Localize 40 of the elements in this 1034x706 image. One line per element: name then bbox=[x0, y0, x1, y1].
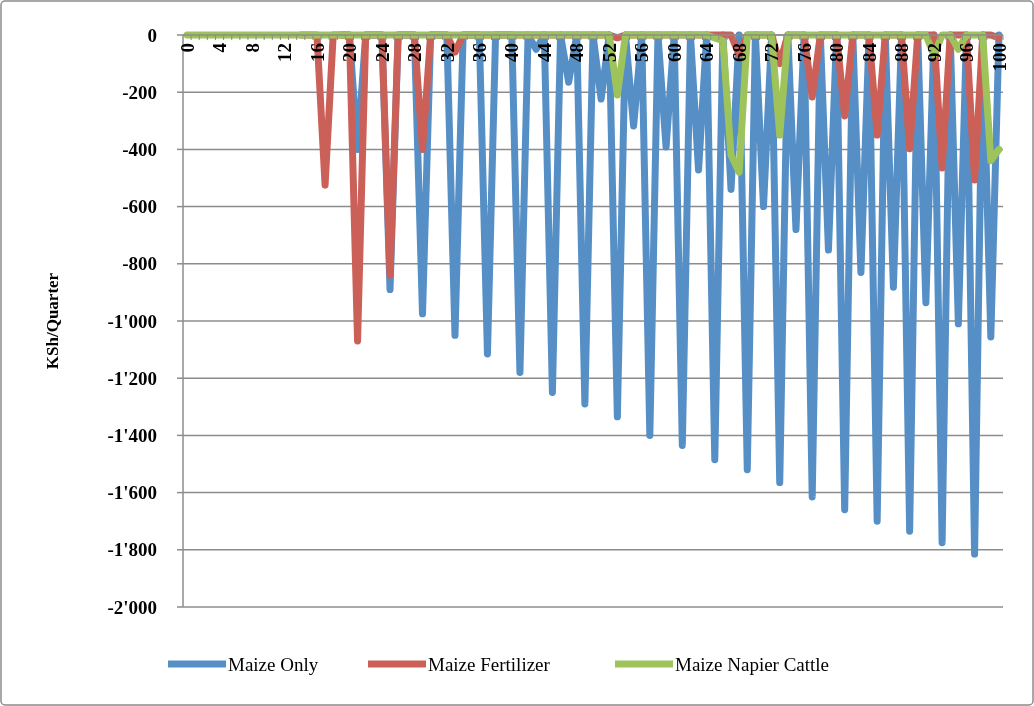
x-tick-label: 4 bbox=[209, 42, 231, 53]
x-tick-label: 80 bbox=[826, 43, 848, 62]
legend-label: Maize Only bbox=[228, 653, 319, 675]
x-tick-label: 28 bbox=[404, 43, 426, 62]
y-tick-label: -2'000 bbox=[107, 596, 157, 618]
x-tick-label: 48 bbox=[566, 43, 588, 62]
x-tick-label: 56 bbox=[631, 43, 653, 62]
x-tick-label: 68 bbox=[728, 43, 750, 62]
x-tick-label: 76 bbox=[793, 43, 815, 62]
y-tick-label: -800 bbox=[122, 253, 157, 275]
y-axis-title: KSh/Quarter bbox=[43, 272, 62, 370]
x-tick-label: 44 bbox=[533, 42, 555, 62]
y-tick-label: -1'000 bbox=[107, 310, 157, 332]
x-tick-label: 60 bbox=[663, 43, 685, 62]
y-tick-label: -1'400 bbox=[107, 425, 157, 447]
x-tick-label: 32 bbox=[436, 43, 458, 62]
x-tick-label: 12 bbox=[274, 43, 296, 62]
y-tick-label: -200 bbox=[122, 81, 157, 103]
y-tick-label: -1'200 bbox=[107, 367, 157, 389]
x-tick-label: 0 bbox=[176, 43, 198, 53]
x-tick-label: 84 bbox=[858, 42, 880, 62]
x-tick-label: 36 bbox=[468, 43, 490, 62]
legend-label: Maize Napier Cattle bbox=[675, 653, 830, 675]
x-tick-label: 52 bbox=[598, 43, 620, 62]
x-tick-label: 100 bbox=[988, 43, 1010, 72]
x-tick-label: 64 bbox=[696, 42, 718, 62]
x-tick-label: 72 bbox=[761, 43, 783, 62]
x-tick-label: 92 bbox=[923, 43, 945, 62]
x-tick-label: 24 bbox=[371, 42, 393, 62]
x-tick-label: 20 bbox=[339, 43, 361, 62]
y-tick-label: -1'600 bbox=[107, 482, 157, 504]
x-tick-label: 88 bbox=[891, 43, 913, 62]
x-tick-label: 96 bbox=[956, 43, 978, 62]
y-tick-label: -400 bbox=[122, 139, 157, 161]
y-tick-label: -1'800 bbox=[107, 539, 157, 561]
legend-label: Maize Fertilizer bbox=[428, 653, 551, 675]
x-tick-label: 40 bbox=[501, 43, 523, 62]
x-tick-label: 8 bbox=[241, 43, 263, 53]
y-tick-label: -600 bbox=[122, 196, 157, 218]
x-tick-label: 16 bbox=[306, 43, 328, 62]
